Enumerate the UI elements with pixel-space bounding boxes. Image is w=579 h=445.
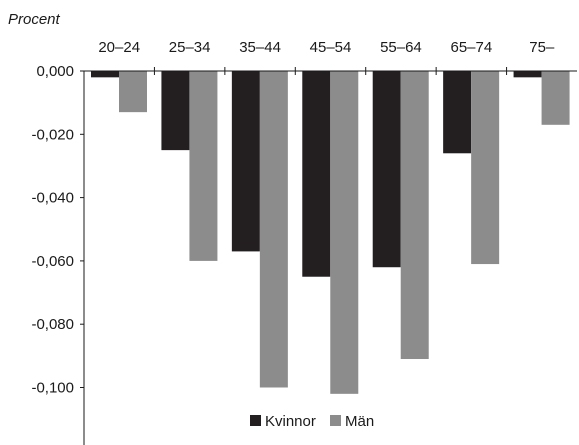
bar-kvinnor — [161, 71, 190, 151]
bar-man — [400, 71, 429, 360]
y-tick-label: -0,080 — [31, 316, 74, 333]
bar-man — [471, 71, 500, 265]
legend-swatch — [250, 415, 261, 426]
x-category-label: 65–74 — [450, 39, 492, 56]
y-tick-label: -0,060 — [31, 253, 74, 270]
bar-kvinnor — [443, 71, 472, 154]
legend: Kvinnor Män — [250, 413, 374, 430]
y-tick-label: 0,000 — [36, 63, 74, 80]
legend-label: Män — [345, 413, 374, 430]
bar-man — [259, 71, 288, 388]
legend-label: Kvinnor — [265, 413, 316, 430]
bars-group — [91, 71, 570, 394]
bar-kvinnor — [91, 71, 119, 78]
bar-kvinnor — [302, 71, 331, 277]
y-axis: 0,000 -0,020 -0,040 -0,060 -0,080 -0,100 -0,12… — [31, 63, 85, 445]
y-tick-label: -0,100 — [31, 380, 74, 397]
bar-man — [330, 71, 359, 394]
x-category-label: 55–64 — [380, 39, 422, 56]
x-category-label: 75– — [529, 39, 555, 56]
x-category-label: 20–24 — [98, 39, 140, 56]
x-axis: 20–24 25–34 35–44 45–54 55–64 65–74 75– — [84, 39, 577, 75]
x-category-label: 35–44 — [239, 39, 281, 56]
y-axis-label: Procent — [8, 11, 61, 28]
bar-kvinnor — [372, 71, 401, 268]
x-category-label: 25–34 — [169, 39, 211, 56]
bar-man — [189, 71, 218, 261]
bar-kvinnor — [513, 71, 542, 78]
bar-man — [119, 71, 147, 113]
x-category-label: 45–54 — [310, 39, 352, 56]
y-tick-label: -0,040 — [31, 190, 74, 207]
y-tick-label: -0,020 — [31, 126, 74, 143]
y-tick-label: -0,120 — [31, 443, 74, 445]
legend-swatch — [330, 415, 341, 426]
bar-kvinnor — [231, 71, 260, 252]
bar-man — [541, 71, 570, 125]
